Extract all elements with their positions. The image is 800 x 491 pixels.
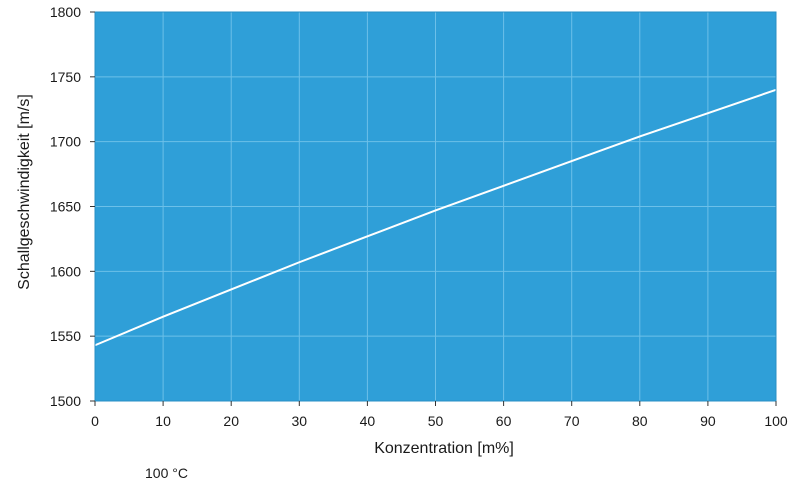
x-tick-label: 50 <box>428 413 444 429</box>
y-tick-label: 1700 <box>50 134 81 150</box>
x-tick-label: 20 <box>223 413 239 429</box>
x-tick-label: 80 <box>632 413 648 429</box>
y-tick-label: 1750 <box>50 69 81 85</box>
x-tick-label: 40 <box>360 413 376 429</box>
x-axis-ticks: 0 10 20 30 40 50 60 70 80 90 100 <box>91 401 788 429</box>
y-axis-ticks: 1500 1550 1600 1650 1700 1750 1800 <box>50 4 95 409</box>
x-tick-label: 70 <box>564 413 580 429</box>
series-layer <box>94 88 777 347</box>
y-axis-title: Schallgeschwindigkeit [m/s] <box>16 94 33 290</box>
x-tick-label: 90 <box>700 413 716 429</box>
x-axis-title: Konzentration [m%] <box>374 440 514 457</box>
x-tick-label: 30 <box>292 413 308 429</box>
y-tick-label: 1500 <box>50 393 81 409</box>
gridlines <box>95 12 776 401</box>
series-line <box>94 88 777 347</box>
x-tick-label: 100 <box>764 413 788 429</box>
y-tick-label: 1800 <box>50 4 81 20</box>
x-tick-label: 60 <box>496 413 512 429</box>
x-tick-label: 0 <box>91 413 99 429</box>
y-tick-label: 1550 <box>50 328 81 344</box>
x-tick-label: 10 <box>155 413 171 429</box>
y-tick-label: 1650 <box>50 199 81 215</box>
y-tick-label: 1600 <box>50 263 81 279</box>
series-legend-label: 100 °C <box>145 465 188 481</box>
